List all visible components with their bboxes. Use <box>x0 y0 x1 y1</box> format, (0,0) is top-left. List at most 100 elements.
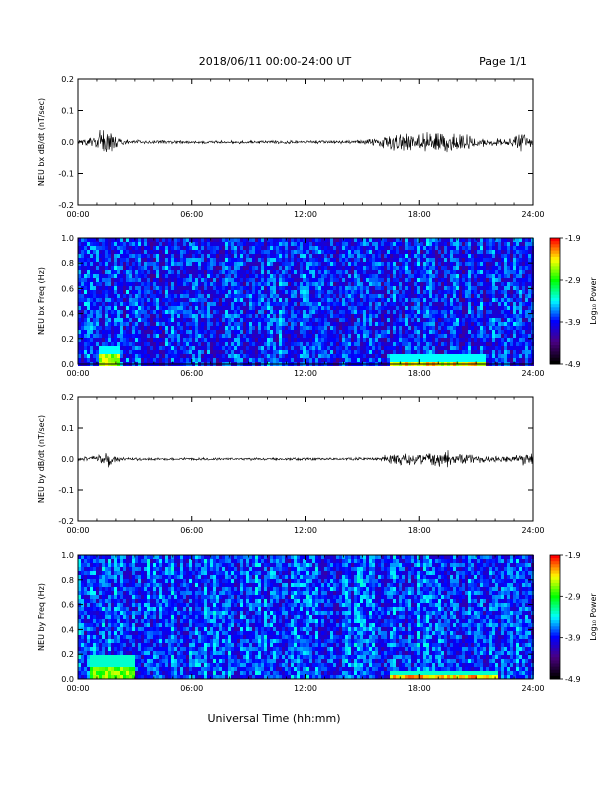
heatmap-cell <box>246 302 249 306</box>
heatmap-cell <box>93 266 96 270</box>
heatmap-cell <box>267 254 270 258</box>
heatmap-cell <box>390 262 393 266</box>
heatmap-cell <box>360 322 363 326</box>
heatmap-cell <box>288 254 291 258</box>
heatmap-cell <box>498 314 501 318</box>
heatmap-cell <box>318 274 321 278</box>
heatmap-cell <box>381 262 384 266</box>
heatmap-cell <box>492 286 495 290</box>
heatmap-cell <box>483 306 486 310</box>
heatmap-cell <box>486 246 489 250</box>
heatmap-cell <box>417 354 420 358</box>
heatmap-cell <box>483 342 486 346</box>
heatmap-cell <box>204 314 207 318</box>
heatmap-cell <box>108 258 111 262</box>
heatmap-cell <box>402 242 405 246</box>
heatmap-cell <box>378 302 381 306</box>
heatmap-cell <box>102 258 105 262</box>
heatmap-cell <box>228 254 231 258</box>
heatmap-cell <box>426 250 429 254</box>
heatmap-cell <box>237 238 240 242</box>
heatmap-cell <box>210 354 213 358</box>
heatmap-cell <box>240 286 243 290</box>
heatmap-cell <box>471 286 474 290</box>
heatmap-cell <box>162 242 165 246</box>
heatmap-cell <box>405 250 408 254</box>
heatmap-cell <box>522 318 525 322</box>
heatmap-cell <box>84 346 87 350</box>
heatmap-cell <box>213 330 216 334</box>
heatmap-cell <box>117 278 120 282</box>
heatmap-cell <box>123 338 126 342</box>
heatmap-cell <box>249 294 252 298</box>
heatmap-cell <box>348 334 351 338</box>
heatmap-cell <box>270 274 273 278</box>
heatmap-cell <box>78 258 81 262</box>
heatmap-cell <box>189 250 192 254</box>
heatmap-cell <box>513 302 516 306</box>
heatmap-cell <box>399 354 402 358</box>
heatmap-cell <box>303 342 306 346</box>
heatmap-cell <box>435 322 438 326</box>
heatmap-cell <box>87 238 90 242</box>
heatmap-cell <box>120 282 123 286</box>
heatmap-cell <box>516 286 519 290</box>
heatmap-cell <box>348 282 351 286</box>
heatmap-cell <box>231 326 234 330</box>
heatmap-cell <box>237 346 240 350</box>
heatmap-cell <box>528 290 531 294</box>
heatmap-cell <box>414 254 417 258</box>
heatmap-cell <box>228 334 231 338</box>
heatmap-cell <box>96 306 99 310</box>
heatmap-cell <box>504 326 507 330</box>
heatmap-cell <box>144 298 147 302</box>
heatmap-cell <box>315 282 318 286</box>
heatmap-cell <box>216 274 219 278</box>
heatmap-cell <box>207 350 210 354</box>
heatmap-cell <box>303 358 306 362</box>
heatmap-cell <box>99 306 102 310</box>
heatmap-cell <box>219 286 222 290</box>
heatmap-cell <box>399 358 402 362</box>
heatmap-cell <box>492 282 495 286</box>
heatmap-cell <box>231 238 234 242</box>
heatmap-cell <box>180 242 183 246</box>
heatmap-cell <box>255 286 258 290</box>
heatmap-cell <box>312 306 315 310</box>
heatmap-cell <box>321 246 324 250</box>
heatmap-cell <box>321 270 324 274</box>
heatmap-cell <box>93 310 96 314</box>
heatmap-cell <box>186 322 189 326</box>
heatmap-cell <box>180 254 183 258</box>
heatmap-cell <box>186 338 189 342</box>
heatmap-cell <box>381 298 384 302</box>
heatmap-cell <box>300 290 303 294</box>
heatmap-cell <box>402 338 405 342</box>
heatmap-cell <box>159 346 162 350</box>
heatmap-cell <box>225 306 228 310</box>
heatmap-cell <box>105 278 108 282</box>
heatmap-cell <box>411 306 414 310</box>
heatmap-cell <box>345 282 348 286</box>
heatmap-cell <box>480 278 483 282</box>
heatmap-cell <box>357 306 360 310</box>
heatmap-cell <box>81 238 84 242</box>
heatmap-cell <box>300 318 303 322</box>
heatmap-cell <box>186 326 189 330</box>
heatmap-cell <box>219 298 222 302</box>
heatmap-cell <box>285 290 288 294</box>
heatmap-cell <box>258 322 261 326</box>
heatmap-cell <box>171 338 174 342</box>
heatmap-cell <box>111 346 114 350</box>
heatmap-cell <box>366 334 369 338</box>
heatmap-cell <box>171 358 174 362</box>
heatmap-cell <box>291 342 294 346</box>
heatmap-cell <box>165 274 168 278</box>
heatmap-cell <box>231 350 234 354</box>
heatmap-cell <box>471 318 474 322</box>
heatmap-cell <box>420 286 423 290</box>
heatmap-cell <box>135 330 138 334</box>
heatmap-cell <box>339 262 342 266</box>
heatmap-cell <box>345 286 348 290</box>
heatmap-cell <box>318 250 321 254</box>
